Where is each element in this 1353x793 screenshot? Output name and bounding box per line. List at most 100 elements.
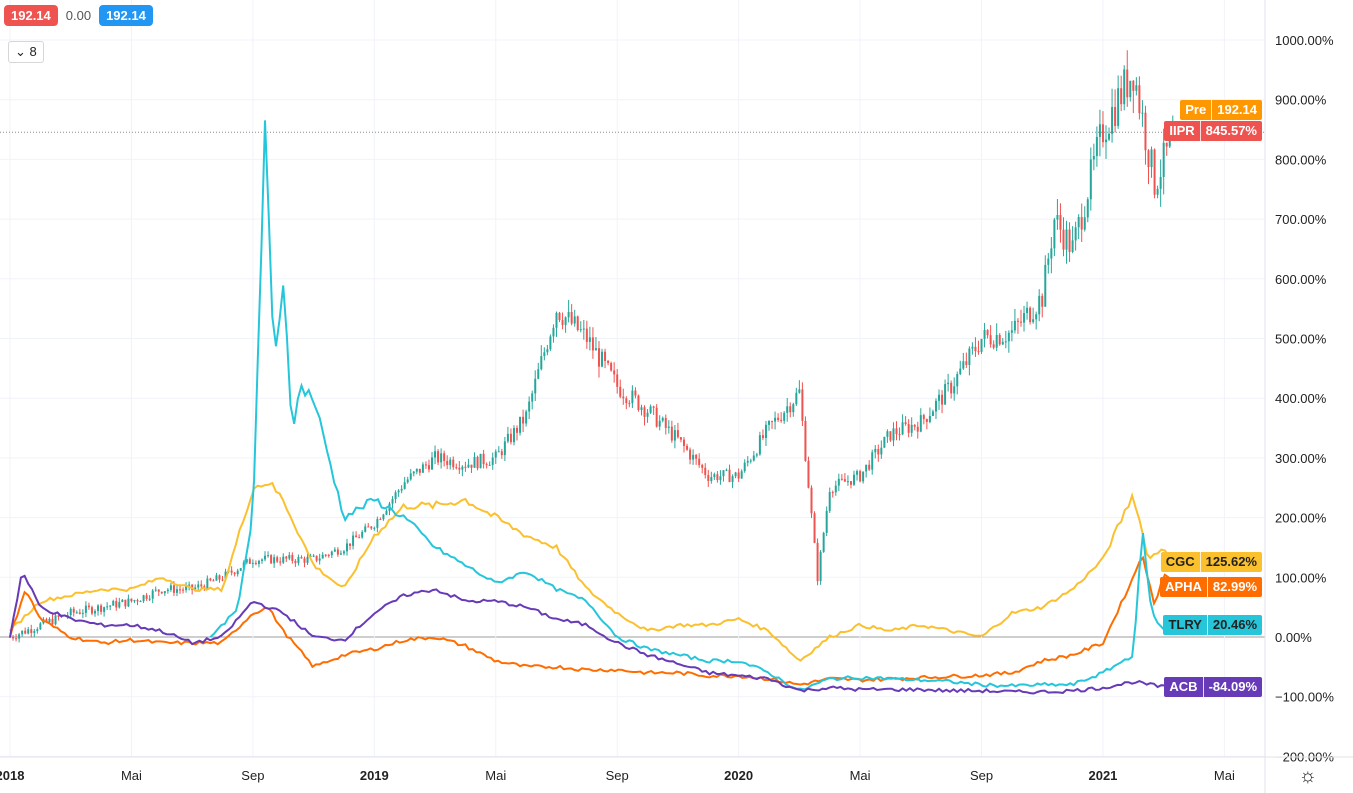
series-cgc[interactable] <box>9 481 1177 662</box>
candle <box>740 471 743 479</box>
candle <box>516 427 519 433</box>
series-line <box>9 555 1177 686</box>
candle <box>136 600 139 602</box>
candle <box>418 468 421 473</box>
candle <box>989 335 992 345</box>
candle <box>382 514 385 520</box>
candle <box>27 629 30 634</box>
candle <box>1117 88 1120 126</box>
candle <box>968 348 971 365</box>
candle <box>828 492 831 511</box>
candle <box>625 398 628 404</box>
candle <box>1065 229 1068 250</box>
candle <box>373 527 376 529</box>
candle <box>133 600 136 602</box>
candle <box>898 434 901 436</box>
candle <box>904 422 907 424</box>
candle <box>336 549 339 555</box>
candle <box>913 424 916 427</box>
candle <box>795 392 798 405</box>
candle <box>895 428 898 435</box>
candle <box>840 478 843 480</box>
candle <box>686 445 689 450</box>
candle <box>437 451 440 463</box>
candle <box>643 407 646 417</box>
candle <box>24 630 27 634</box>
candle <box>509 433 512 443</box>
candle <box>482 453 485 465</box>
candle <box>1047 258 1050 265</box>
candle <box>728 469 731 483</box>
candle <box>719 476 722 481</box>
candle <box>376 519 379 528</box>
candle <box>1019 321 1022 323</box>
candle <box>804 420 807 461</box>
candle <box>221 579 224 581</box>
gear-icon[interactable]: ☼ <box>1298 765 1317 787</box>
series-iipr[interactable] <box>9 50 1174 643</box>
candle <box>163 591 166 594</box>
candle <box>880 447 883 455</box>
candle <box>673 430 676 441</box>
price-tag-value: 20.46% <box>1212 617 1257 632</box>
candle <box>749 460 752 462</box>
candle <box>956 374 959 387</box>
x-tick-label: 2018 <box>0 768 24 783</box>
candle <box>127 598 130 607</box>
candle <box>522 416 525 424</box>
candle <box>944 384 947 405</box>
x-tick-label: Sep <box>606 768 629 783</box>
candle <box>1007 332 1010 342</box>
candle <box>628 403 631 405</box>
price-tag-value: -84.09% <box>1208 679 1257 694</box>
candle <box>546 349 549 353</box>
price-tag-tlry: TLRY 20.46% <box>1163 615 1262 635</box>
candle <box>822 532 825 552</box>
candle <box>303 558 306 563</box>
candle <box>777 417 780 420</box>
series-tlry[interactable] <box>209 120 1177 691</box>
series-apha[interactable] <box>9 555 1177 686</box>
candle <box>670 426 673 441</box>
candle <box>497 451 500 453</box>
candle <box>106 606 109 608</box>
candle <box>704 467 707 475</box>
y-tick-label: 0.00% <box>1275 630 1312 645</box>
candle <box>461 466 464 470</box>
candle <box>367 526 370 528</box>
candle <box>977 351 980 353</box>
candle <box>306 556 309 563</box>
candle <box>18 634 21 639</box>
candle <box>853 474 856 485</box>
candle <box>789 406 792 413</box>
candle <box>1114 107 1117 126</box>
candle <box>1016 320 1019 322</box>
candle <box>21 630 24 635</box>
candle <box>974 346 977 352</box>
candle <box>689 449 692 460</box>
candle <box>1108 133 1111 140</box>
candle <box>440 453 443 463</box>
x-tick-label: 2020 <box>724 768 753 783</box>
candle <box>980 338 983 352</box>
candle <box>245 559 248 563</box>
candle <box>206 578 209 589</box>
candle <box>807 460 810 488</box>
candle <box>355 535 358 538</box>
candle <box>725 469 728 471</box>
candle <box>512 427 515 443</box>
candle <box>613 370 616 375</box>
ohlc-legend: 192.14 0.00 192.14 <box>4 5 153 26</box>
collapse-indicators-button[interactable]: ⌄ 8 <box>8 41 44 63</box>
candle <box>1032 319 1035 323</box>
candle <box>528 401 531 412</box>
candle <box>816 542 819 582</box>
candle <box>555 312 558 328</box>
series-acb[interactable] <box>9 574 1176 695</box>
candle <box>500 451 503 456</box>
candle <box>755 454 758 456</box>
candle <box>849 481 852 485</box>
candle <box>768 421 770 425</box>
candle <box>1159 177 1162 189</box>
